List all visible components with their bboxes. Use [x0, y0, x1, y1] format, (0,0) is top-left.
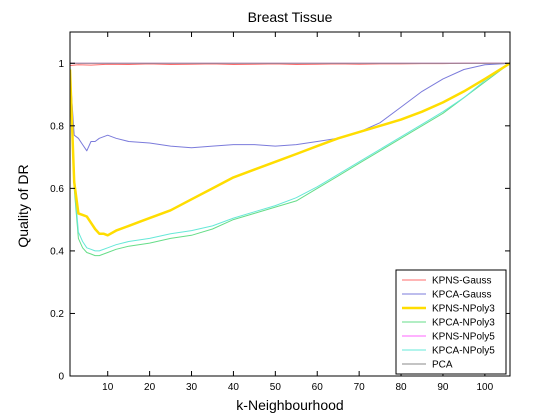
y-tick-label: 0.4	[50, 246, 64, 257]
axes-frame	[69, 31, 511, 377]
legend: KPNS-Gauss KPCA-Gauss KPNS-NPoly3 KPCA-NPol…	[395, 269, 507, 375]
x-tick-label: 50	[270, 382, 282, 393]
x-axis-label: k-Neighbourhood	[236, 397, 343, 413]
y-tick-label: 0.2	[50, 309, 64, 320]
x-tick-label: 100	[477, 382, 494, 393]
x-tick-label: 60	[312, 382, 324, 393]
x-tick-label: 80	[395, 382, 407, 393]
legend-label-kpns-npoly5: KPNS-NPoly5	[432, 332, 495, 343]
legend-label-kpns-gauss: KPNS-Gauss	[432, 276, 491, 287]
y-axis-label: Quality of DR	[15, 164, 31, 247]
y-tick-label: 0.8	[50, 121, 64, 132]
x-tick-label: 70	[354, 382, 366, 393]
series-line-kpns-npoly3	[70, 62, 510, 237]
plot-area	[70, 62, 510, 257]
series-line-kpca-npoly5	[70, 62, 510, 252]
y-tick-label: 0	[58, 372, 64, 383]
y-tick-label: 1	[58, 59, 64, 70]
legend-label-kpns-npoly3: KPNS-NPoly3	[432, 304, 495, 315]
x-tick-label: 90	[437, 382, 449, 393]
legend-label-kpca-gauss: KPCA-Gauss	[432, 290, 491, 301]
x-tick-label: 30	[186, 382, 198, 393]
legend-label-pca: PCA	[432, 360, 453, 371]
y-tick-label: 0.6	[50, 184, 64, 195]
legend-label-kpca-npoly5: KPCA-NPoly5	[432, 346, 495, 357]
x-tick-label: 40	[228, 382, 240, 393]
series-line-kpca-gauss	[70, 62, 510, 152]
legend-label-kpca-npoly3: KPCA-NPoly3	[432, 318, 495, 329]
x-tick-label: 10	[102, 382, 114, 393]
series-line-kpca-npoly3	[70, 62, 510, 257]
axes: 10 20 30 40 50 60 70 80 90 100 0 0.2 0.4 0.6 0.8 1	[50, 31, 511, 393]
x-tick-label: 20	[144, 382, 156, 393]
chart-title: Breast Tissue	[248, 9, 333, 25]
